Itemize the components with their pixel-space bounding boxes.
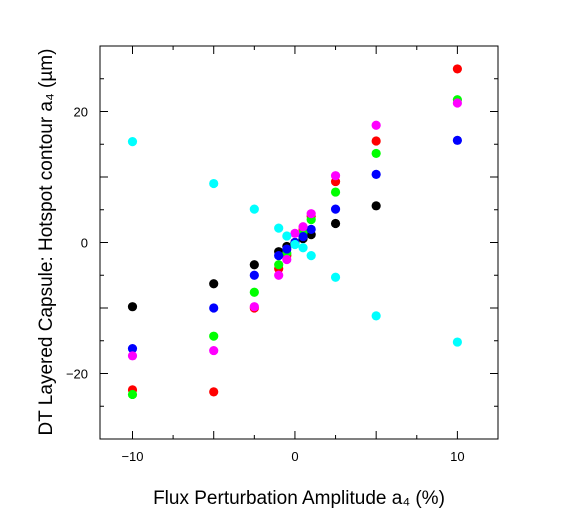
data-point-series-4 [290, 228, 300, 238]
data-point-series-2 [330, 187, 341, 197]
data-point-series-0 [330, 218, 341, 229]
data-point-series-5 [330, 272, 341, 282]
data-point-series-3 [274, 251, 284, 261]
data-point-series-0 [209, 279, 219, 289]
data-point-series-3 [452, 135, 462, 145]
y-tick-label: 0 [81, 236, 88, 251]
x-tick-label: 0 [291, 449, 298, 464]
x-axis-title: Flux Perturbation Amplitude a₄ (%) [153, 488, 445, 509]
data-point-series-3 [282, 244, 292, 254]
axis-ticks [100, 46, 498, 439]
data-point-series-3 [306, 224, 316, 234]
data-point-series-4 [371, 120, 381, 130]
data-point-series-1 [371, 136, 381, 146]
data-point-series-1 [209, 387, 219, 397]
y-tick-label: 20 [74, 105, 88, 120]
data-point-series-3 [371, 169, 381, 179]
axis-tick-labels: −10 0 10 −20 0 20 [66, 105, 465, 465]
data-point-series-4 [306, 209, 316, 219]
data-point-series-4 [127, 351, 138, 361]
data-point-series-0 [127, 302, 138, 312]
data-point-series-2 [274, 260, 284, 270]
data-point-series-5 [274, 223, 284, 233]
data-point-series-2 [371, 148, 381, 159]
data-point-series-5 [290, 239, 300, 250]
data-point-series-3 [249, 270, 259, 280]
data-points [127, 64, 462, 400]
data-point-series-4 [298, 222, 308, 232]
data-point-series-5 [249, 204, 259, 214]
data-point-series-5 [306, 251, 316, 261]
y-axis-title: DT Layered Capsule: Hotspot contour a₄ (… [36, 49, 57, 436]
data-point-series-5 [371, 311, 381, 321]
data-point-series-5 [298, 243, 308, 253]
data-point-series-1 [452, 64, 462, 74]
data-point-series-5 [282, 231, 292, 241]
data-point-series-2 [209, 331, 219, 341]
data-point-series-3 [330, 204, 341, 214]
data-point-series-2 [249, 287, 259, 297]
data-point-series-0 [249, 260, 259, 270]
data-point-series-5 [127, 137, 138, 147]
data-point-series-4 [282, 254, 292, 265]
data-point-series-5 [452, 337, 462, 347]
y-tick-label: −20 [66, 367, 88, 382]
x-tick-label: 10 [450, 449, 464, 464]
data-point-series-5 [209, 178, 219, 189]
data-point-series-4 [330, 171, 341, 181]
x-tick-label: −10 [121, 449, 143, 464]
data-point-series-4 [249, 302, 259, 312]
data-point-series-0 [371, 201, 381, 211]
data-point-series-2 [127, 389, 138, 400]
data-point-series-4 [274, 270, 284, 280]
data-point-series-4 [209, 345, 219, 356]
data-point-series-4 [452, 98, 462, 108]
data-point-series-3 [298, 232, 308, 242]
data-point-series-3 [209, 303, 219, 313]
data-point-series-3 [127, 344, 138, 354]
